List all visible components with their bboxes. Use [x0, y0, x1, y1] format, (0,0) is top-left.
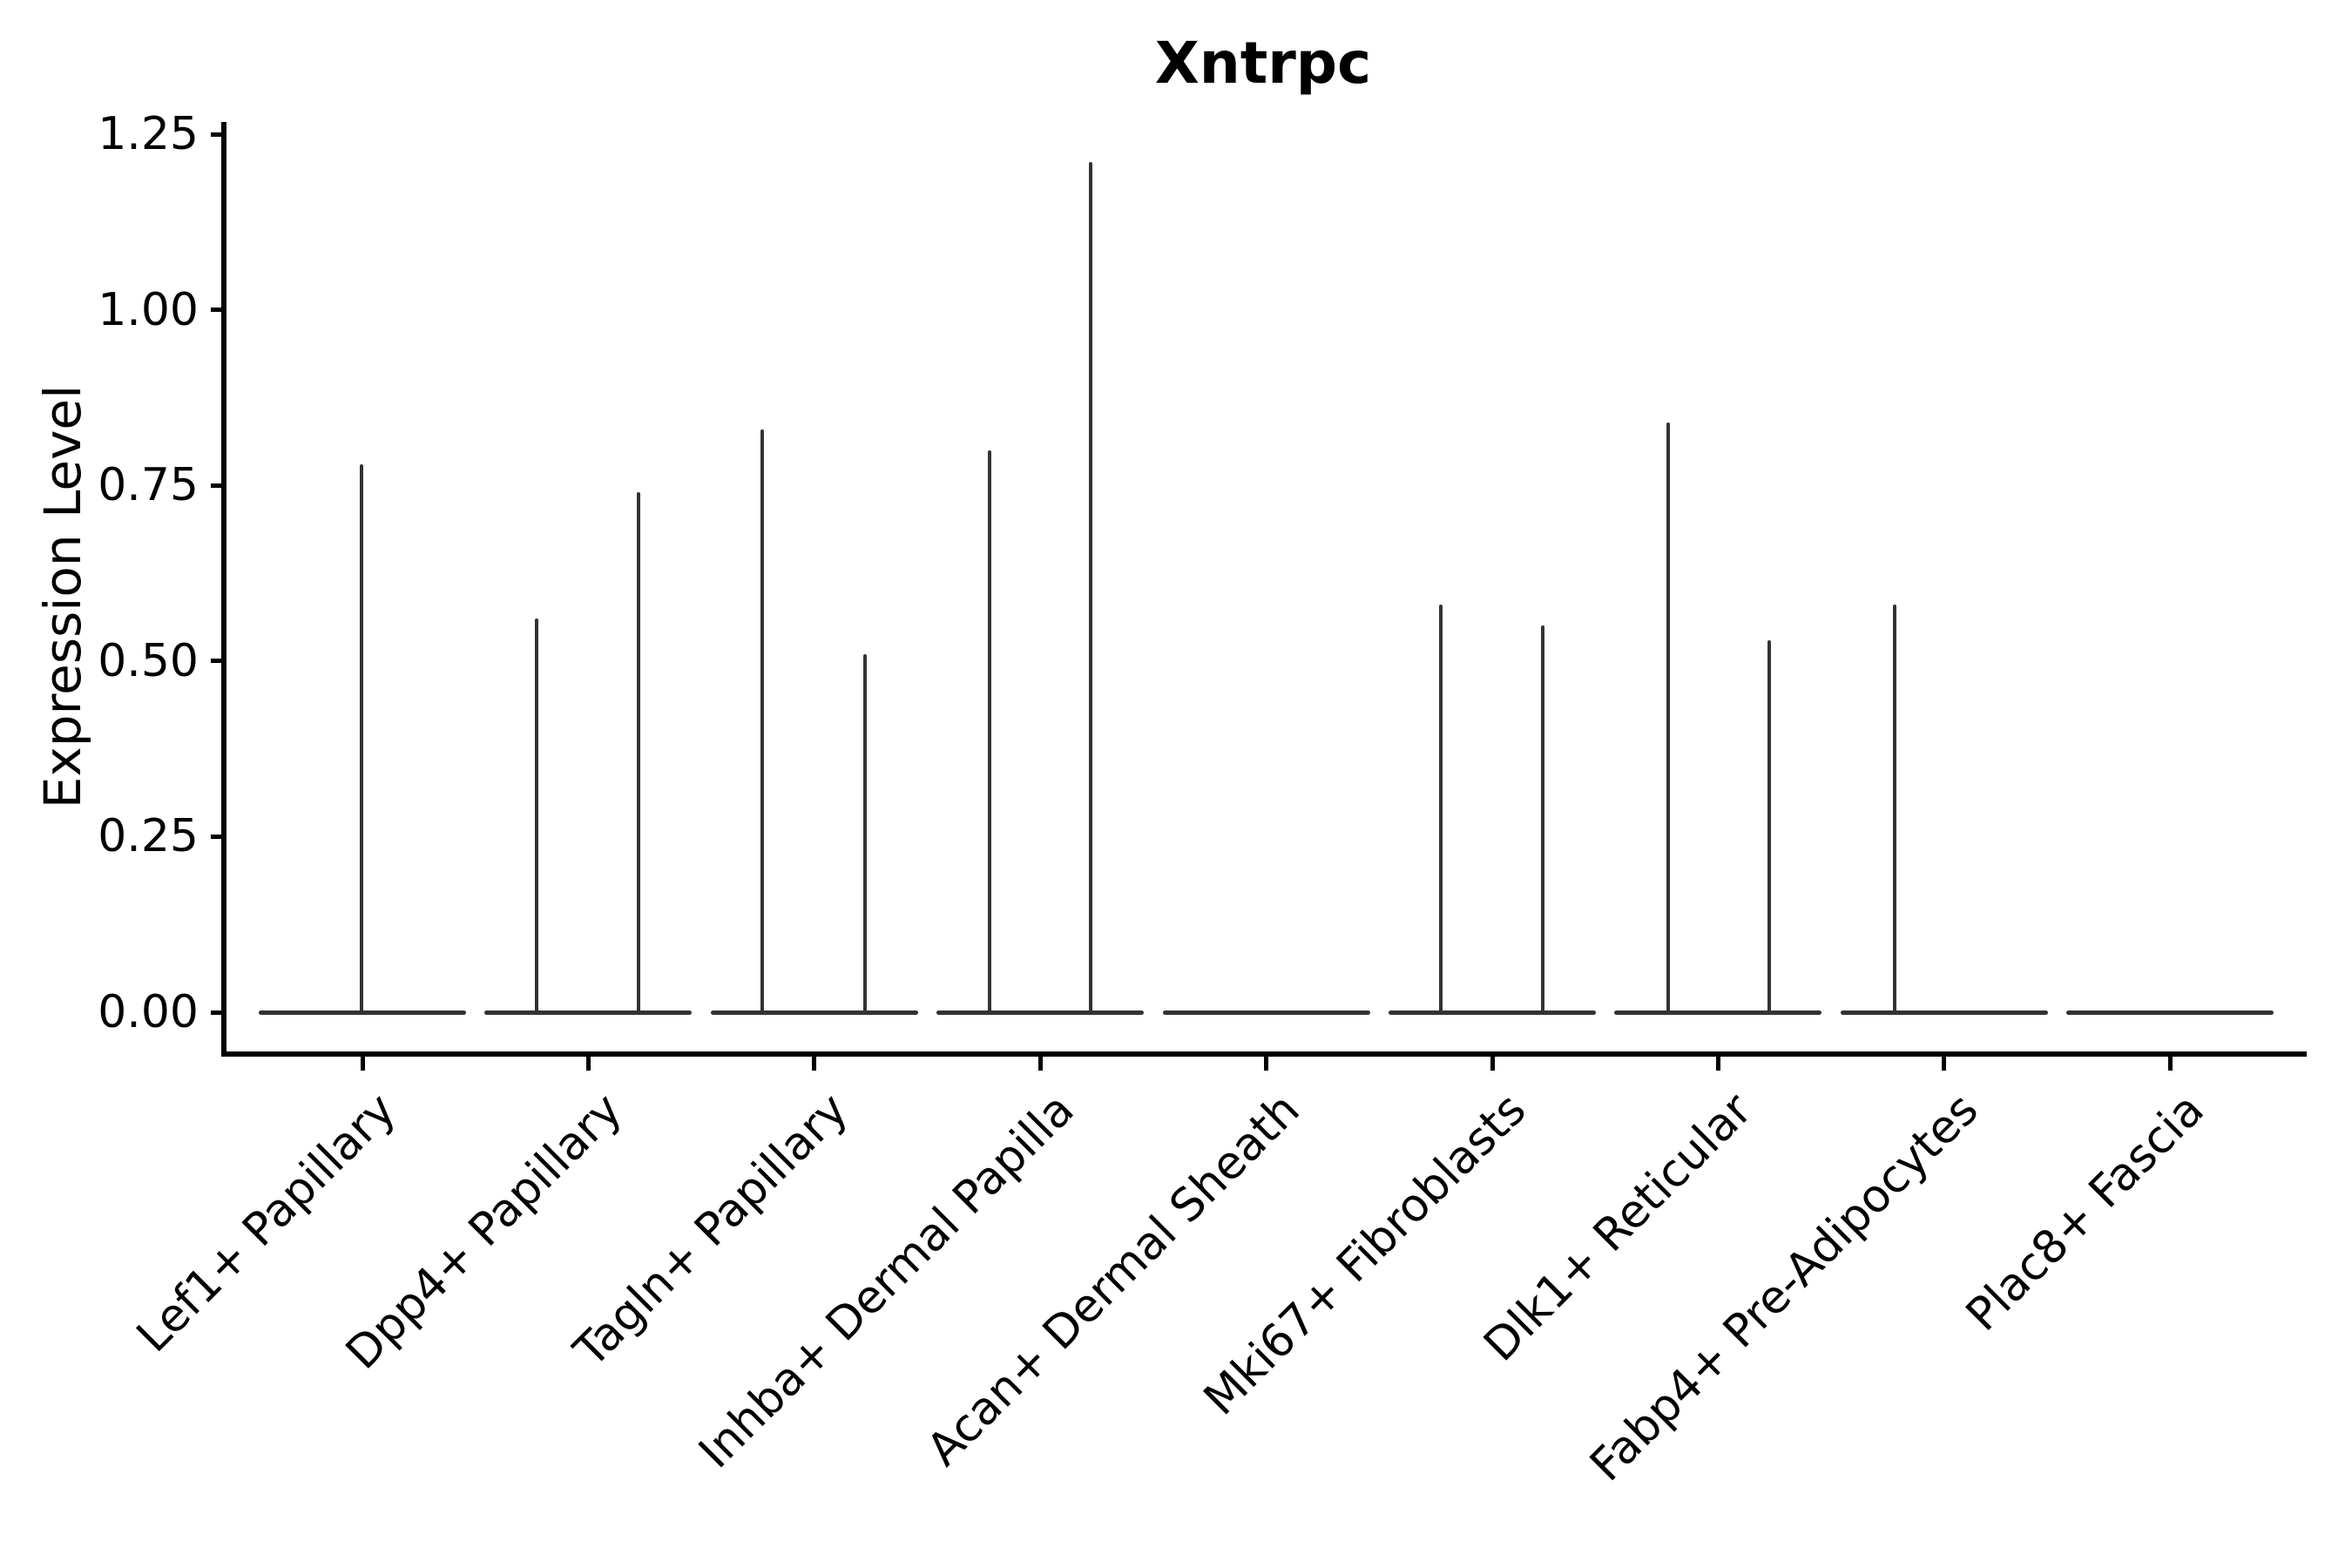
violin-baseline: [1162, 1010, 1370, 1015]
violin-spike: [637, 492, 641, 1015]
y-axis-label: Expression Level: [33, 384, 92, 809]
y-tick-label: 0.75: [98, 459, 199, 512]
violin-baseline: [2066, 1010, 2274, 1015]
x-tick-mark: [2167, 1057, 2173, 1071]
violin-baseline: [1840, 1010, 2048, 1015]
violin-spike: [1892, 605, 1896, 1015]
violin-spike: [1541, 625, 1544, 1015]
y-tick-label: 0.50: [98, 634, 199, 687]
x-axis-spine: [221, 1051, 2307, 1057]
violin-spike: [535, 618, 539, 1015]
violin-spike: [360, 464, 363, 1015]
x-tick-mark: [1715, 1057, 1720, 1071]
x-tick-label: Fabp4+ Pre-Adipocytes: [1579, 1083, 1989, 1492]
y-tick-mark: [211, 659, 225, 664]
violin-baseline: [484, 1010, 693, 1015]
violin-spike: [760, 429, 764, 1015]
y-tick-label: 0.00: [98, 986, 199, 1038]
x-tick-mark: [812, 1057, 817, 1071]
chart-title: Xntrpc: [1154, 30, 1372, 97]
y-tick-label: 1.00: [98, 283, 199, 336]
violin-spike: [1767, 639, 1772, 1015]
violin-spike: [1439, 605, 1443, 1015]
violin-baseline: [1614, 1010, 1822, 1015]
y-tick-mark: [211, 834, 225, 839]
x-tick-mark: [585, 1057, 591, 1071]
x-tick-label: Acan+ Dermal Sheath: [917, 1083, 1310, 1477]
x-tick-mark: [1942, 1057, 1947, 1071]
violin-spike: [988, 449, 992, 1015]
x-tick-label: Plac8+ Fascia: [1956, 1083, 2214, 1342]
violin-baseline: [710, 1010, 918, 1015]
violin-spike: [862, 653, 867, 1015]
violin-baseline: [1389, 1010, 1596, 1015]
violin-baseline: [936, 1010, 1145, 1015]
x-tick-mark: [1490, 1057, 1495, 1071]
y-tick-mark: [211, 308, 225, 313]
x-tick-mark: [1037, 1057, 1043, 1071]
y-tick-mark: [211, 132, 225, 137]
y-tick-label: 1.25: [98, 108, 199, 160]
x-tick-mark: [360, 1057, 365, 1071]
x-tick-mark: [1264, 1057, 1269, 1071]
y-tick-mark: [211, 1010, 225, 1015]
y-axis-spine: [221, 122, 226, 1057]
y-tick-label: 0.25: [98, 810, 199, 863]
x-tick-label: Inhba+ Dermal Papilla: [689, 1083, 1085, 1479]
violin-spike: [1666, 422, 1671, 1015]
violin-spike: [1089, 162, 1093, 1015]
y-tick-mark: [211, 483, 225, 488]
